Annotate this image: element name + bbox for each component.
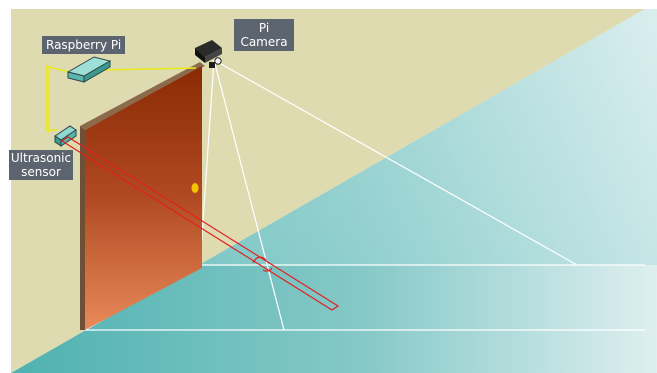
raspberry-pi-board [66, 56, 112, 83]
right-wall [200, 9, 657, 265]
door-frame [80, 62, 205, 130]
pi-camera-label: Pi Camera [234, 19, 294, 51]
ultrasonic-beam [60, 136, 340, 311]
ultrasonic-label-line1: Ultrasonic [10, 151, 72, 165]
doorknob [191, 183, 199, 193]
ultrasonic-label-line2: sensor [21, 165, 61, 179]
camera-view-lines [199, 59, 578, 331]
pi-camera-label-line1: Pi [258, 21, 270, 35]
ultrasonic-sensor-label: Ultrasonic sensor [9, 150, 73, 180]
door [85, 66, 202, 330]
door-frame-side [80, 126, 85, 330]
raspberry-pi-label: Raspberry Pi [42, 36, 126, 54]
pi-camera [195, 40, 222, 68]
wires [45, 64, 197, 133]
pi-camera-label-line2: Camera [240, 35, 288, 49]
